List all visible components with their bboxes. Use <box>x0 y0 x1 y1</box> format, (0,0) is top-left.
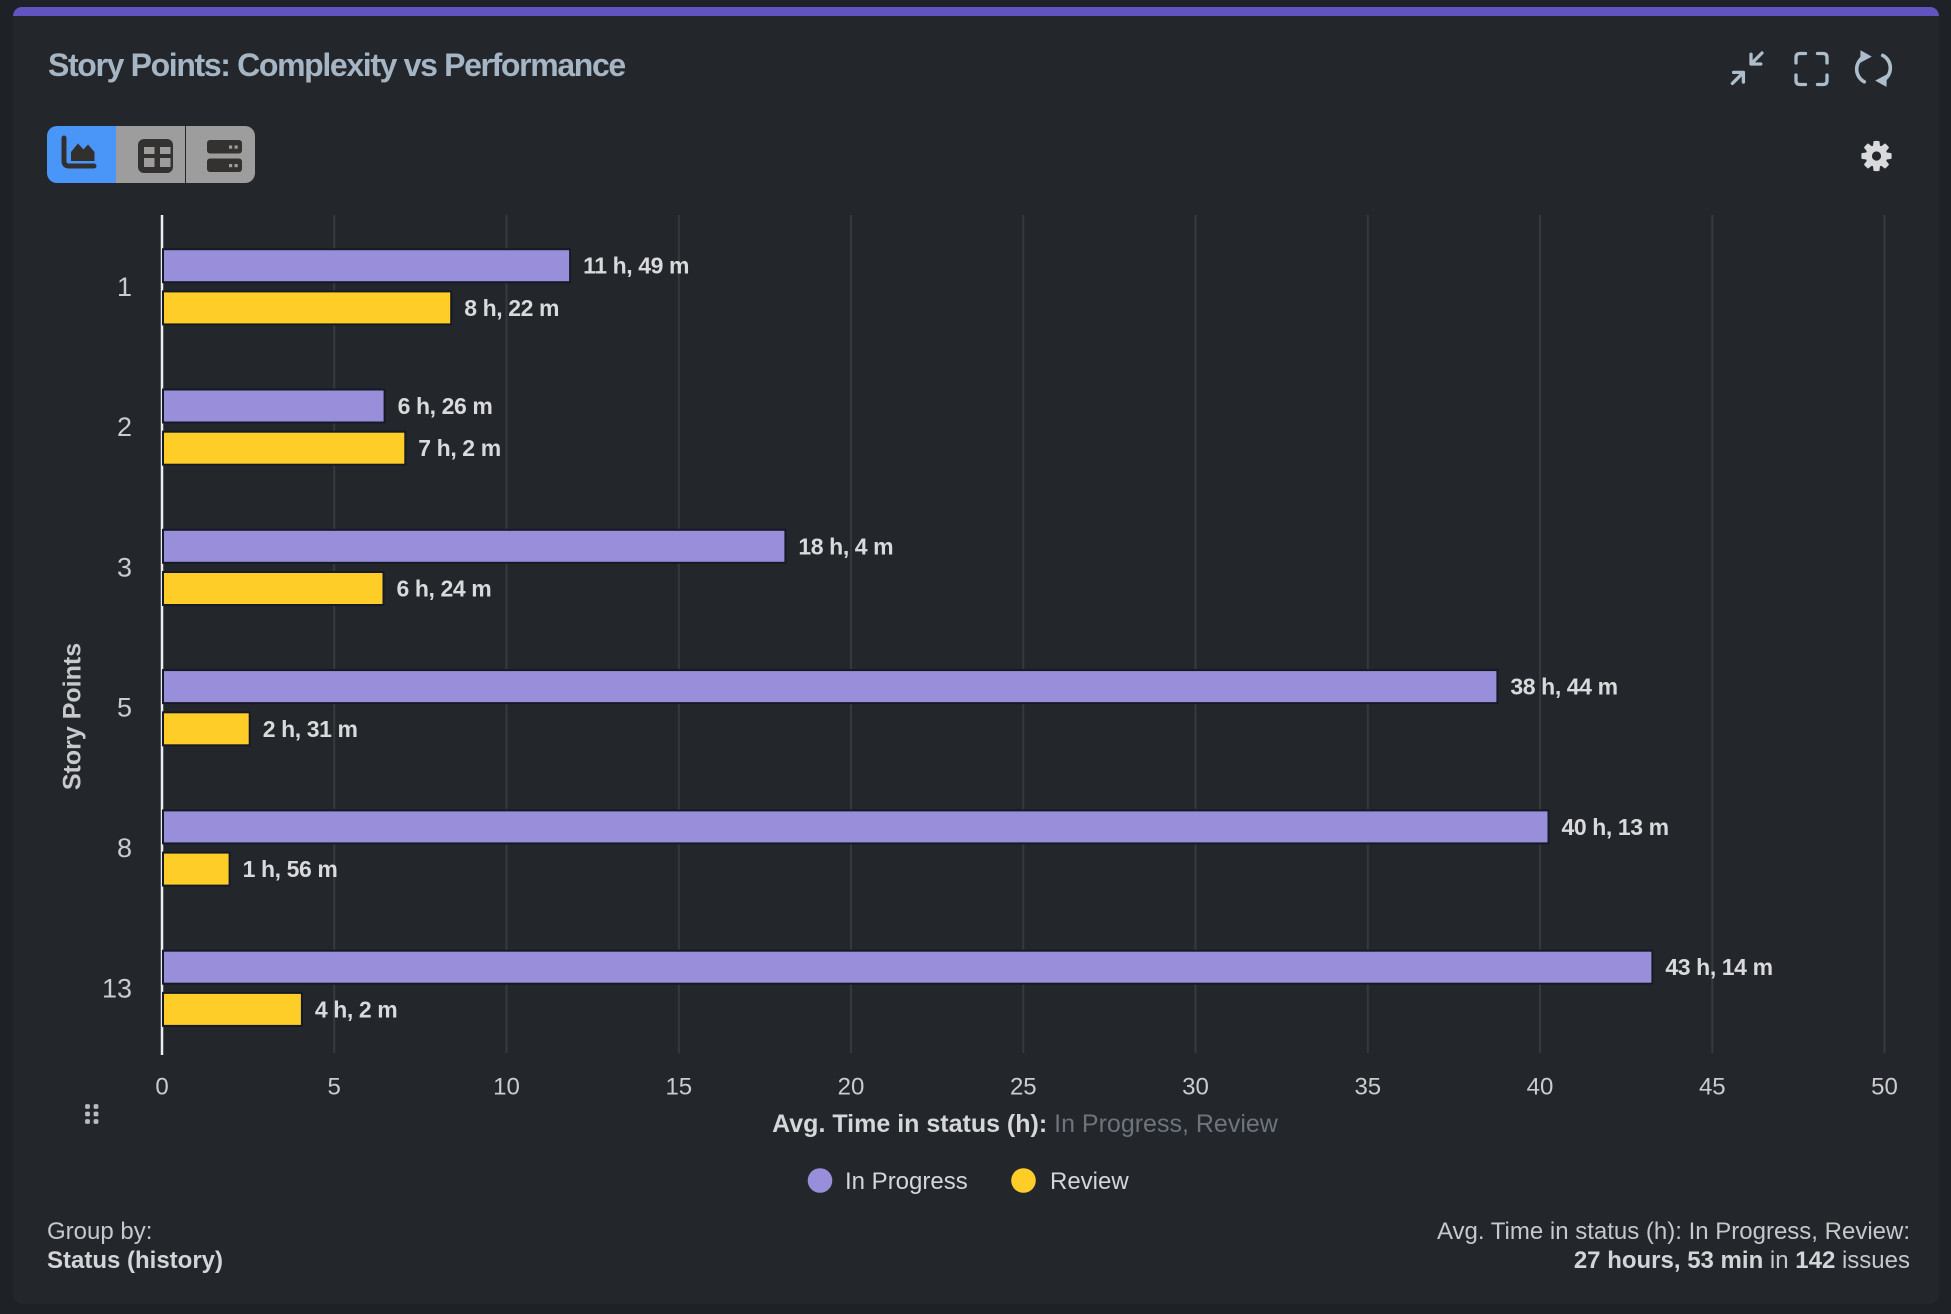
svg-text:6 h, 26 m: 6 h, 26 m <box>398 393 493 419</box>
svg-text:1 h, 56 m: 1 h, 56 m <box>243 856 338 882</box>
svg-text:5: 5 <box>117 693 132 723</box>
svg-text:10: 10 <box>493 1074 520 1101</box>
svg-text:2 h, 31 m: 2 h, 31 m <box>263 716 358 742</box>
svg-text:30: 30 <box>1182 1074 1209 1101</box>
svg-text:In Progress: In Progress <box>845 1168 968 1195</box>
svg-text:6 h, 24 m: 6 h, 24 m <box>397 576 492 602</box>
svg-text:43 h, 14 m: 43 h, 14 m <box>1665 954 1772 980</box>
svg-text:8: 8 <box>117 833 132 863</box>
svg-text:5: 5 <box>328 1074 341 1101</box>
svg-text:50: 50 <box>1871 1074 1898 1101</box>
svg-text:Review: Review <box>1050 1168 1129 1195</box>
svg-text:1: 1 <box>117 272 132 302</box>
svg-text:45: 45 <box>1699 1074 1726 1101</box>
svg-text:18 h, 4 m: 18 h, 4 m <box>798 533 893 559</box>
svg-text:35: 35 <box>1354 1074 1381 1101</box>
svg-text:Avg. Time in status (h): In Pr: Avg. Time in status (h): In Progress, Re… <box>772 1110 1279 1138</box>
svg-text:11 h, 49 m: 11 h, 49 m <box>583 253 689 279</box>
svg-text:40: 40 <box>1527 1074 1554 1101</box>
svg-text:13: 13 <box>102 973 132 1003</box>
svg-text:8 h, 22 m: 8 h, 22 m <box>464 295 559 321</box>
svg-text:38 h, 44 m: 38 h, 44 m <box>1510 674 1617 700</box>
svg-text:Story Points: Story Points <box>59 643 87 790</box>
svg-text:0: 0 <box>155 1074 168 1101</box>
svg-text:4 h, 2 m: 4 h, 2 m <box>315 996 397 1022</box>
svg-text:25: 25 <box>1010 1074 1037 1101</box>
svg-text:2: 2 <box>117 412 132 442</box>
svg-text:7 h, 2 m: 7 h, 2 m <box>418 435 500 461</box>
svg-text:40 h, 13 m: 40 h, 13 m <box>1562 814 1669 840</box>
svg-text:3: 3 <box>117 552 132 582</box>
svg-text:15: 15 <box>665 1074 692 1101</box>
svg-text:20: 20 <box>838 1074 865 1101</box>
